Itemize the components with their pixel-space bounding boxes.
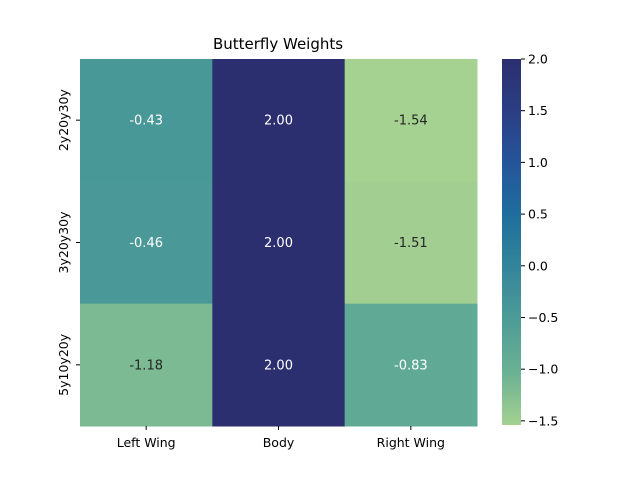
y-tick-label: 5y10y20y [56, 333, 71, 396]
heatmap-cell [212, 59, 346, 182]
x-axis: Left Wing Body Right Wing [117, 426, 445, 450]
y-tick-label: 3y20y30y [56, 211, 71, 274]
cell-value-labels: -0.43 2.00 -1.54 -0.46 2.00 -1.51 -1.18 2.00 -0.… [129, 114, 427, 374]
cell-value-label: 2.00 [264, 236, 293, 251]
y-tick-label: 2y20y30y [56, 89, 71, 152]
colorbar-tick-label: 1.5 [528, 103, 548, 118]
heatmap-cells [80, 59, 478, 427]
heatmap-cell [344, 303, 478, 427]
cell-value-label: -0.43 [129, 114, 163, 129]
cell-value-label: 2.00 [264, 358, 293, 373]
colorbar-tick-label: 0.0 [528, 258, 548, 273]
heatmap-cell [212, 181, 346, 305]
heatmap-cell [80, 59, 213, 182]
colorbar-tick-label: 1.0 [528, 155, 548, 170]
heatmap-cell [80, 303, 213, 427]
cell-value-label: 2.00 [264, 114, 293, 129]
heatmap-cell [80, 181, 213, 305]
colorbar-tick-label: −0.5 [528, 310, 558, 325]
cell-value-label: -0.46 [129, 236, 163, 251]
x-tick-label: Right Wing [377, 435, 445, 450]
colorbar-ticks: 2.0 1.5 1.0 0.5 0.0 −0.5 −1.0 −1.5 [521, 52, 558, 428]
heatmap-cell [212, 303, 346, 427]
colorbar-tick-label: −1.0 [528, 362, 558, 377]
colorbar-tick-label: 2.0 [528, 52, 548, 67]
cell-value-label: -1.54 [394, 114, 428, 129]
cell-value-label: -0.83 [394, 358, 428, 373]
colorbar [502, 59, 521, 425]
x-tick-label: Left Wing [117, 435, 176, 450]
colorbar-gradient [502, 59, 521, 425]
cell-value-label: -1.51 [394, 236, 428, 251]
colorbar-tick-label: 0.5 [528, 207, 548, 222]
colorbar-tick-label: −1.5 [528, 413, 558, 428]
chart-title: Butterfly Weights [213, 35, 343, 53]
x-tick-label: Body [263, 435, 295, 450]
cell-value-label: -1.18 [129, 358, 163, 373]
heatmap-cell [344, 59, 478, 182]
heatmap-cell [344, 181, 478, 305]
y-axis: 2y20y30y 3y20y30y 5y10y20y [56, 89, 80, 396]
